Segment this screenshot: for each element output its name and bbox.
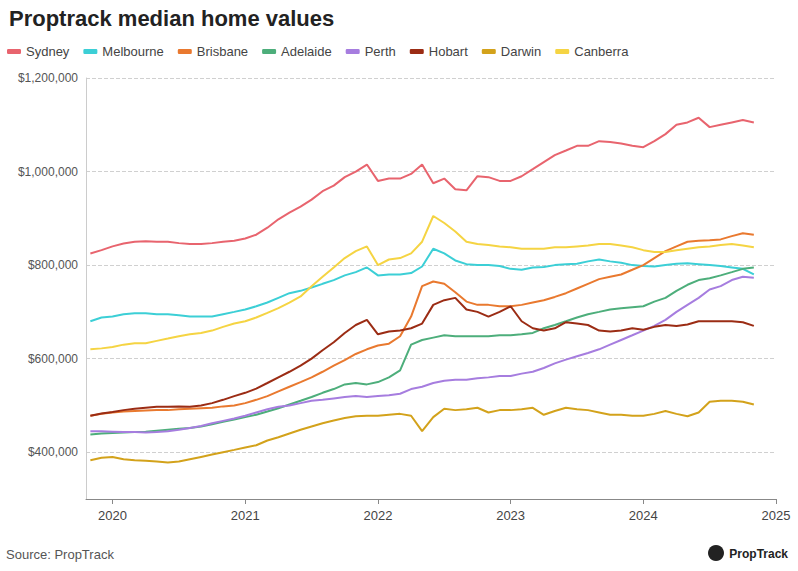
- svg-text:2022: 2022: [363, 508, 392, 523]
- svg-text:PropTrack: PropTrack: [729, 547, 788, 561]
- svg-text:Sydney: Sydney: [26, 44, 70, 59]
- svg-text:$400,000: $400,000: [28, 445, 78, 459]
- svg-text:Source: PropTrack: Source: PropTrack: [6, 547, 114, 562]
- svg-text:Hobart: Hobart: [429, 44, 468, 59]
- svg-text:Darwin: Darwin: [501, 44, 541, 59]
- svg-text:Adelaide: Adelaide: [281, 44, 332, 59]
- svg-text:Brisbane: Brisbane: [197, 44, 248, 59]
- svg-text:Canberra: Canberra: [574, 44, 629, 59]
- svg-text:Proptrack median home values: Proptrack median home values: [9, 6, 334, 31]
- svg-text:$600,000: $600,000: [28, 352, 78, 366]
- svg-text:2021: 2021: [231, 508, 260, 523]
- svg-text:2025: 2025: [762, 508, 791, 523]
- svg-text:2020: 2020: [98, 508, 127, 523]
- svg-text:$800,000: $800,000: [28, 258, 78, 272]
- svg-text:Perth: Perth: [365, 44, 396, 59]
- svg-text:2023: 2023: [496, 508, 525, 523]
- svg-text:$1,000,000: $1,000,000: [18, 165, 78, 179]
- svg-text:Melbourne: Melbourne: [102, 44, 163, 59]
- svg-text:$1,200,000: $1,200,000: [18, 71, 78, 85]
- svg-text:2024: 2024: [629, 508, 658, 523]
